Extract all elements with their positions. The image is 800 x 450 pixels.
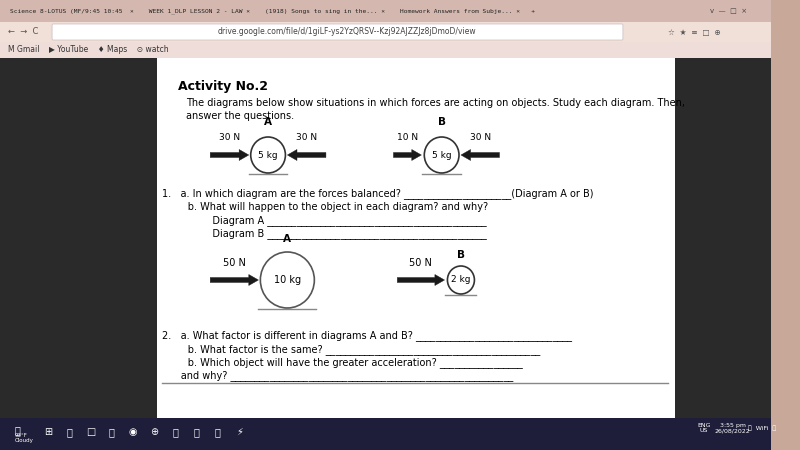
Text: ENG
US: ENG US xyxy=(697,423,710,433)
Text: 30 N: 30 N xyxy=(296,134,318,143)
Bar xyxy=(0,42,771,58)
FancyArrow shape xyxy=(398,274,445,285)
Text: 10 N: 10 N xyxy=(397,134,418,143)
Text: b. What will happen to the object in each diagram? and why?: b. What will happen to the object in eac… xyxy=(169,202,488,212)
Text: 🎵: 🎵 xyxy=(194,427,200,437)
Text: B: B xyxy=(457,250,465,260)
Text: ☆  ★  ≡  □  ⊕: ☆ ★ ≡ □ ⊕ xyxy=(668,27,721,36)
Text: b. Which object will have the greater acceleration? _________________: b. Which object will have the greater ac… xyxy=(169,357,522,368)
Bar xyxy=(0,418,771,450)
FancyBboxPatch shape xyxy=(52,24,623,40)
Text: ←  →  C: ← → C xyxy=(8,27,38,36)
Bar xyxy=(157,58,675,420)
Text: 30 N: 30 N xyxy=(219,134,240,143)
Bar xyxy=(675,58,771,418)
Bar xyxy=(0,0,771,22)
Circle shape xyxy=(250,137,286,173)
Text: □: □ xyxy=(86,427,95,437)
Bar xyxy=(0,22,771,42)
Text: A: A xyxy=(283,234,291,244)
FancyArrow shape xyxy=(210,149,249,161)
Text: 📁: 📁 xyxy=(109,427,114,437)
Text: 5 kg: 5 kg xyxy=(432,150,451,159)
Text: 10 kg: 10 kg xyxy=(274,275,301,285)
Text: 📋: 📋 xyxy=(173,427,178,437)
Text: and why? __________________________________________________________: and why? _______________________________… xyxy=(162,370,514,381)
Text: v  —  □  ×: v — □ × xyxy=(710,8,747,14)
Text: 50 N: 50 N xyxy=(223,257,246,267)
Text: ⊞: ⊞ xyxy=(44,427,52,437)
FancyArrow shape xyxy=(210,274,258,285)
Text: 🌐: 🌐 xyxy=(215,427,221,437)
Bar xyxy=(0,58,157,418)
Circle shape xyxy=(424,137,459,173)
Text: Diagram A _____________________________________________: Diagram A ______________________________… xyxy=(178,215,487,226)
Text: 2.   a. What factor is different in diagrams A and B? __________________________: 2. a. What factor is different in diagra… xyxy=(162,330,572,341)
Text: drive.google.com/file/d/1giLF-ys2YzQRSV--Kzj92AJZZJz8jDmoD/view: drive.google.com/file/d/1giLF-ys2YzQRSV-… xyxy=(218,27,477,36)
Text: 5 kg: 5 kg xyxy=(258,150,278,159)
Text: 🔊  WiFi  🔋: 🔊 WiFi 🔋 xyxy=(748,425,776,431)
Circle shape xyxy=(260,252,314,308)
FancyArrow shape xyxy=(461,149,499,161)
Text: ⚡: ⚡ xyxy=(236,427,242,437)
Text: M Gmail    ▶ YouTube    ♦ Maps    ⊙ watch: M Gmail ▶ YouTube ♦ Maps ⊙ watch xyxy=(8,45,168,54)
Circle shape xyxy=(447,266,474,294)
Text: Diagram B _____________________________________________: Diagram B ______________________________… xyxy=(178,228,487,239)
Text: answer the questions.: answer the questions. xyxy=(186,111,294,121)
Text: 3:55 pm
26/08/2022: 3:55 pm 26/08/2022 xyxy=(715,423,750,433)
Text: ◉: ◉ xyxy=(129,427,138,437)
Text: 2 kg: 2 kg xyxy=(451,275,470,284)
Text: B: B xyxy=(438,117,446,127)
FancyArrow shape xyxy=(287,149,326,161)
Text: b. What factor is the same? ____________________________________________: b. What factor is the same? ____________… xyxy=(169,344,540,355)
Text: Science 8-LOTUS (MF/9:45 10:45  ×    WEEK 1_DLP LESSON 2 - LAW ×    (1918) Songs: Science 8-LOTUS (MF/9:45 10:45 × WEEK 1_… xyxy=(10,8,534,14)
Text: A: A xyxy=(264,117,272,127)
Text: 🌥: 🌥 xyxy=(14,425,20,435)
Text: ⊕: ⊕ xyxy=(150,427,158,437)
FancyArrow shape xyxy=(394,149,422,161)
Text: 93°F
Cloudy: 93°F Cloudy xyxy=(14,432,34,443)
Text: 50 N: 50 N xyxy=(410,257,432,267)
Text: The diagrams below show situations in which forces are acting on objects. Study : The diagrams below show situations in wh… xyxy=(186,98,685,108)
Text: Activity No.2: Activity No.2 xyxy=(178,80,268,93)
Text: 1.   a. In which diagram are the forces balanced? ______________________(Diagram: 1. a. In which diagram are the forces ba… xyxy=(162,188,594,199)
Text: 🔍: 🔍 xyxy=(66,427,72,437)
Text: 30 N: 30 N xyxy=(470,134,490,143)
